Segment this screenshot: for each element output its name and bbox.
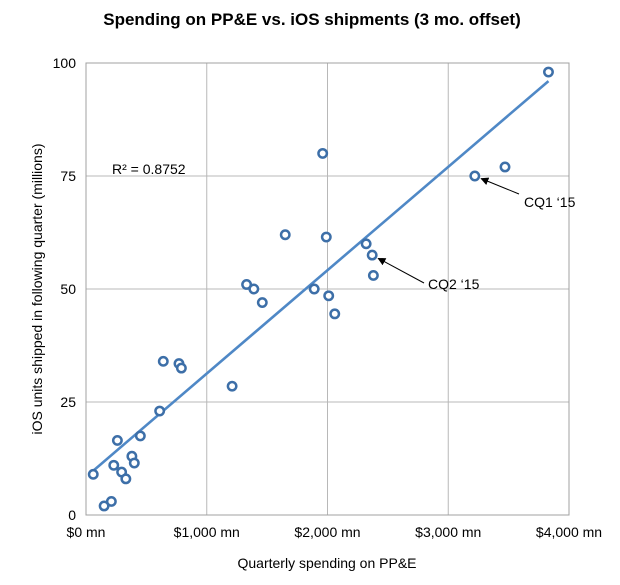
annotation-label: CQ2 ‘15 — [428, 276, 480, 292]
data-point — [226, 380, 238, 392]
data-point — [111, 434, 123, 446]
data-point — [366, 249, 378, 261]
y-tick-label: 75 — [60, 168, 76, 184]
data-point — [329, 308, 341, 320]
y-tick-label: 50 — [60, 281, 76, 297]
annotation-label: CQ1 ‘15 — [524, 194, 576, 210]
data-point — [128, 457, 140, 469]
y-tick-label: 0 — [68, 507, 76, 523]
y-axis-label: iOS units shipped in following quarter (… — [29, 143, 45, 434]
x-tick-label: $0 mn — [67, 524, 106, 540]
annotations: CQ1 ‘15 CQ2 ‘15 — [377, 177, 576, 292]
data-point — [120, 473, 132, 485]
y-tick-label: 25 — [60, 394, 76, 410]
plot-area — [85, 62, 570, 516]
data-point — [105, 495, 117, 507]
annotation-arrow — [480, 177, 520, 195]
r-squared-label: R² = 0.8752 — [112, 161, 186, 177]
x-tick-label: $2,000 mn — [294, 524, 360, 540]
data-points — [87, 66, 554, 512]
data-point — [317, 147, 329, 159]
data-point — [279, 229, 291, 241]
x-tick-label: $4,000 mn — [536, 524, 602, 540]
trendline — [92, 80, 550, 472]
data-point — [248, 283, 260, 295]
y-tick-label: 100 — [53, 55, 77, 71]
data-point — [469, 170, 481, 182]
data-point — [154, 405, 166, 417]
data-point — [175, 362, 187, 374]
data-point — [256, 297, 268, 309]
data-point — [308, 283, 320, 295]
x-tick-label: $1,000 mn — [174, 524, 240, 540]
y-axis-ticks: 0 25 50 75 100 — [53, 55, 77, 523]
data-point — [134, 430, 146, 442]
grid — [85, 62, 570, 516]
data-point — [157, 355, 169, 367]
data-point — [367, 269, 379, 281]
x-tick-label: $3,000 mn — [415, 524, 481, 540]
x-axis-label: Quarterly spending on PP&E — [238, 555, 417, 571]
data-point — [499, 161, 511, 173]
data-point — [320, 231, 332, 243]
x-axis-ticks: $0 mn $1,000 mn $2,000 mn $3,000 mn $4,000 m… — [67, 524, 603, 540]
data-point — [108, 459, 120, 471]
data-point — [323, 290, 335, 302]
data-point — [360, 238, 372, 250]
annotation-arrow — [377, 257, 425, 284]
data-point — [87, 468, 99, 480]
chart-title: Spending on PP&E vs. iOS shipments (3 mo… — [103, 10, 521, 29]
data-point — [543, 66, 554, 78]
